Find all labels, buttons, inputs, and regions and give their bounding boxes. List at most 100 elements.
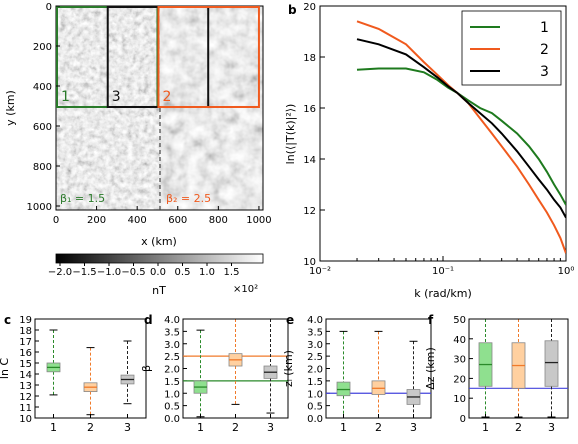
b-x-axis-label: k (rad/km) bbox=[414, 287, 472, 300]
y-tick-label: 50 bbox=[453, 315, 466, 326]
y-tick-label: 40 bbox=[453, 335, 466, 346]
y-tick-label: 3.0 bbox=[164, 340, 180, 351]
y-tick-label: 0 bbox=[460, 414, 466, 425]
y-axis-label: ln C bbox=[0, 358, 11, 380]
b-y-axis-label: ln(⟨|T(k)|²⟩) bbox=[284, 104, 297, 165]
y-axis-label: Δz (km) bbox=[424, 347, 437, 389]
y-axis-label: y (km) bbox=[4, 90, 17, 126]
b-y-tick-label: 18 bbox=[303, 53, 316, 64]
series-line-1 bbox=[356, 67, 566, 206]
y-axis-label: β bbox=[140, 365, 153, 372]
y-tick-label: 2.0 bbox=[307, 365, 323, 376]
panel-e: e 0.00.5 1.01.52.0 2.53.0 3.54.0 1 2 3 zᵢ (km) bbox=[282, 313, 432, 434]
y-tick-label: 1000 bbox=[27, 202, 52, 213]
y-tick-label: 3.0 bbox=[307, 340, 323, 351]
region-label-3: 3 bbox=[112, 89, 121, 105]
x-axis-label: x (km) bbox=[141, 235, 177, 248]
legend-label-2: 2 bbox=[540, 42, 549, 58]
colorbar-tick-label: −1.5 bbox=[72, 267, 96, 278]
panel-letter-e: e bbox=[286, 313, 294, 327]
y-axis-label: zᵢ (km) bbox=[282, 350, 295, 387]
panel-letter-b: b bbox=[288, 3, 297, 17]
y-tick-label: 18 bbox=[19, 326, 32, 337]
legend-label-3: 3 bbox=[540, 64, 549, 80]
y-tick-label: 3.5 bbox=[307, 327, 323, 338]
y-tick-label: 0.0 bbox=[307, 414, 323, 425]
y-tick-label: 0.0 bbox=[164, 414, 180, 425]
y-tick-label: 2.5 bbox=[307, 352, 323, 363]
b-y-tick-label: 14 bbox=[303, 155, 316, 166]
colorbar-tick-label: −2.0 bbox=[48, 267, 72, 278]
panel-d: d 0.00.5 1.01.52.0 2.53.0 3.54.0 1 2 3 β bbox=[140, 313, 289, 434]
y-tick-label: 1.0 bbox=[164, 389, 180, 400]
b-y-tick-label: 12 bbox=[303, 206, 316, 217]
y-tick-label: 2.5 bbox=[164, 352, 180, 363]
b-y-tick-label: 16 bbox=[303, 104, 316, 115]
panel-f: f 0 10 20 30 40 50 1 2 3 Δz (km) bbox=[424, 313, 569, 434]
region-box-2 bbox=[157, 6, 260, 108]
x-tick-label: 2 bbox=[232, 421, 239, 434]
series-line-2 bbox=[356, 20, 566, 254]
x-tick-label: 600 bbox=[168, 215, 187, 226]
series-line-3 bbox=[356, 38, 566, 219]
y-tick-label: 1.5 bbox=[164, 377, 180, 388]
b-x-tick-label: 10⁻¹ bbox=[432, 266, 454, 277]
y-tick-label: 11 bbox=[19, 403, 32, 414]
panel-letter-f: f bbox=[428, 313, 434, 327]
y-tick-label: 600 bbox=[33, 122, 52, 133]
y-tick-label: 12 bbox=[19, 392, 32, 403]
box-3 bbox=[544, 340, 559, 387]
y-tick-label: 4.0 bbox=[164, 315, 180, 326]
y-tick-label: 4.0 bbox=[307, 315, 323, 326]
x-tick-label: 800 bbox=[209, 215, 228, 226]
colorbar-tick-label: −0.5 bbox=[121, 267, 145, 278]
y-tick-label: 13 bbox=[19, 381, 32, 392]
y-tick-label: 17 bbox=[19, 337, 32, 348]
y-tick-label: 16 bbox=[19, 348, 32, 359]
x-tick-label: 0 bbox=[53, 215, 59, 226]
x-tick-label: 200 bbox=[87, 215, 106, 226]
x-tick-label: 2 bbox=[375, 421, 382, 434]
x-tick-label: 1 bbox=[50, 421, 57, 434]
y-tick-label: 10 bbox=[19, 414, 32, 425]
y-tick-label: 15 bbox=[19, 359, 32, 370]
y-tick-label: 0 bbox=[46, 2, 52, 13]
x-tick-label: 1 bbox=[482, 421, 489, 434]
b-x-tick-label: 10⁰ bbox=[558, 266, 575, 277]
x-tick-label: 400 bbox=[128, 215, 147, 226]
y-tick-label: 800 bbox=[33, 162, 52, 173]
x-tick-label: 3 bbox=[410, 421, 417, 434]
beta2-label: β₂ = 2.5 bbox=[166, 192, 211, 205]
region-label-2: 2 bbox=[162, 89, 171, 105]
colorbar-tick-label: −1.0 bbox=[97, 267, 121, 278]
y-tick-label: 0.5 bbox=[307, 402, 323, 413]
y-tick-label: 3.5 bbox=[164, 327, 180, 338]
x-tick-label: 1 bbox=[197, 421, 204, 434]
panel-letter-d: d bbox=[144, 313, 153, 327]
x-tick-label: 1 bbox=[340, 421, 347, 434]
panel-letter-c: c bbox=[4, 313, 11, 327]
b-y-tick-label: 20 bbox=[303, 2, 316, 13]
x-tick-label: 2 bbox=[87, 421, 94, 434]
x-tick-label: 3 bbox=[267, 421, 274, 434]
y-tick-label: 14 bbox=[19, 370, 32, 381]
colorbar bbox=[55, 253, 264, 264]
colorbar-unit: nT bbox=[152, 284, 166, 297]
y-tick-label: 10 bbox=[453, 394, 466, 405]
y-tick-label: 1.0 bbox=[307, 389, 323, 400]
x-tick-label: 3 bbox=[124, 421, 131, 434]
legend: 1 2 3 bbox=[461, 10, 562, 86]
beta1-label: β₁ = 1.5 bbox=[60, 192, 105, 205]
colorbar-tick-label: 1.0 bbox=[199, 267, 215, 278]
b-x-tick-label: 10⁻² bbox=[309, 266, 331, 277]
colorbar-tick-label: 1.5 bbox=[224, 267, 240, 278]
colorbar-tick-label: 0.0 bbox=[150, 267, 166, 278]
legend-label-1: 1 bbox=[540, 20, 549, 36]
y-tick-label: 1.5 bbox=[307, 377, 323, 388]
colorbar-tick-label: 0.5 bbox=[175, 267, 191, 278]
x-tick-label: 3 bbox=[548, 421, 555, 434]
